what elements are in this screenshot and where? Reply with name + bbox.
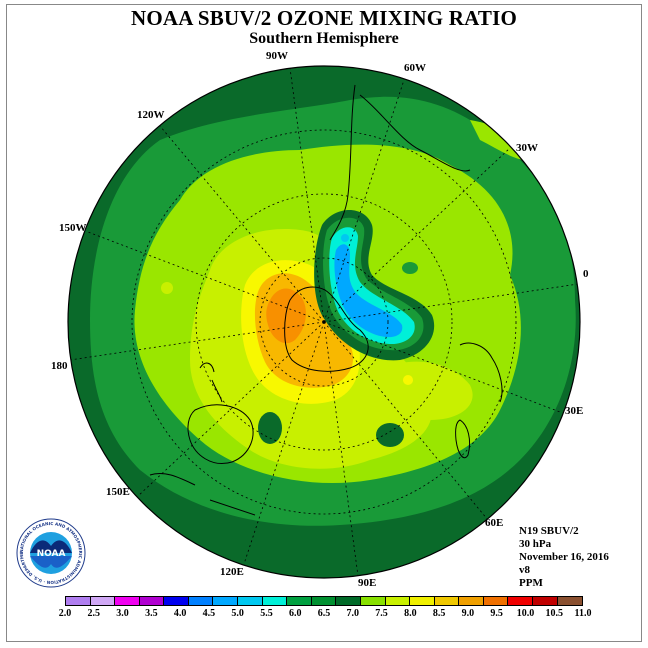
lon-label-90e: 90E	[358, 577, 377, 589]
legend-tick-label: 8.0	[404, 608, 417, 619]
blue-region	[334, 244, 403, 338]
date-label: November 16, 2016	[519, 551, 609, 563]
legend-swatch	[188, 597, 214, 605]
legend-swatch	[262, 597, 288, 605]
yellow-green-patch-east	[380, 361, 473, 420]
coastline-south-america	[329, 84, 471, 241]
legend-tick-label: 2.0	[58, 608, 72, 619]
map-title: NOAA SBUV/2 OZONE MIXING RATIO	[131, 6, 517, 30]
legend-tick-label: 9.0	[461, 608, 475, 619]
lon-label-150w: 150W	[59, 222, 87, 234]
legend-tick-label: 5.5	[260, 608, 273, 619]
dark-patch-1	[258, 412, 282, 444]
lat-circle-70	[259, 257, 389, 387]
legend-tick-label: 3.0	[116, 608, 129, 619]
legend-swatch	[508, 597, 533, 605]
coastline-new-zealand	[199, 362, 223, 403]
lat-circle-10	[131, 129, 517, 515]
lat-circle-40	[195, 193, 453, 451]
lon-label-120w: 120W	[137, 109, 165, 121]
legend-swatch	[66, 597, 91, 605]
legend-tick-label: 7.0	[346, 608, 360, 619]
dark-patch-3	[402, 262, 418, 274]
coastline-antarctica	[284, 286, 369, 372]
meridian-lines	[69, 67, 579, 577]
info-block: N19 SBUV/2 30 hPa November 16, 2016 v8 P…	[519, 525, 609, 590]
yellow-dot	[403, 375, 413, 385]
version-label: v8	[519, 564, 530, 576]
units-label: PPM	[519, 577, 543, 589]
lon-label-180: 180	[51, 360, 68, 372]
legend-swatch	[557, 597, 583, 605]
satellite-label: N19 SBUV/2	[519, 525, 579, 537]
lon-label-120e: 120E	[220, 566, 244, 578]
legend-swatch	[459, 597, 484, 605]
noaa-logo: NATIONAL OCEANIC AND ATMOSPHERIC ADMINIS…	[16, 518, 86, 588]
legend-swatch	[434, 597, 460, 605]
figure-frame	[6, 4, 642, 642]
ozone-field	[68, 66, 580, 578]
legend-tick-label: 7.5	[375, 608, 388, 619]
legend-swatch	[115, 597, 140, 605]
legend-tick-label: 2.5	[87, 608, 101, 619]
cyan-eyelet	[341, 234, 349, 242]
yellow-green-dot	[161, 282, 173, 294]
legend-swatch	[238, 597, 263, 605]
legend-tick-label: 3.5	[145, 608, 158, 619]
legend-swatch	[213, 597, 239, 605]
map-subtitle: Southern Hemisphere	[249, 30, 399, 47]
dark-patch-2	[376, 423, 404, 447]
legend-tick-label: 6.0	[288, 608, 302, 619]
lon-label-60e: 60E	[485, 517, 504, 529]
coastline-madagascar	[455, 419, 471, 459]
legend-tick-label: 9.5	[490, 608, 503, 619]
map-boundary	[67, 65, 581, 579]
legend-swatch	[139, 597, 165, 605]
legend-swatch	[164, 597, 189, 605]
lon-label-90w: 90W	[266, 50, 288, 62]
legend-tick-label: 5.0	[231, 608, 244, 619]
legend-swatch	[311, 597, 337, 605]
legend-swatch	[385, 597, 411, 605]
legend-tick-label: 10.5	[545, 608, 563, 619]
legend-swatch	[287, 597, 312, 605]
color-legend	[65, 596, 583, 606]
lon-label-60w: 60W	[404, 62, 426, 74]
legend-tick-label: 11.0	[574, 608, 592, 619]
legend-tick-label: 6.5	[317, 608, 331, 619]
coastline-australia	[187, 404, 254, 464]
lon-label-30w: 30W	[516, 142, 538, 154]
legend-swatch	[532, 597, 558, 605]
legend-swatch	[90, 597, 116, 605]
legend-swatch	[483, 597, 509, 605]
legend-swatch	[360, 597, 386, 605]
coastline-indonesia	[149, 472, 256, 516]
legend-tick-label: 4.5	[202, 608, 216, 619]
lon-label-0: 0	[583, 268, 589, 280]
logo-text: NOAA	[37, 549, 66, 559]
legend-swatch	[410, 597, 435, 605]
pressure-level-label: 30 hPa	[519, 538, 552, 550]
deep-orange-region	[266, 288, 306, 344]
legend-swatch	[336, 597, 361, 605]
lon-label-30e: 30E	[565, 405, 584, 417]
legend-tick-label: 4.0	[173, 608, 187, 619]
lon-label-150e: 150E	[106, 486, 130, 498]
legend-tick-label: 8.5	[432, 608, 446, 619]
legend-ticks: 2.0 2.5 3.0 3.5 4.0 4.5 5.0 5.5 6.0 6.5 7.0 7.5 8.0 8…	[0, 606, 648, 626]
legend-tick-label: 10.0	[516, 608, 535, 619]
